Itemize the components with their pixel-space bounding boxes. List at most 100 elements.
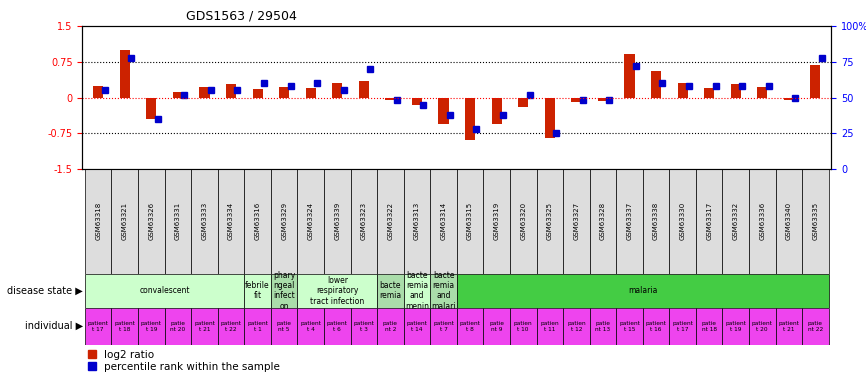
Bar <box>598 98 608 101</box>
FancyBboxPatch shape <box>590 308 617 345</box>
Bar <box>545 98 555 138</box>
Text: GSM63327: GSM63327 <box>573 202 579 240</box>
Text: GSM63325: GSM63325 <box>546 202 553 240</box>
Bar <box>146 98 157 119</box>
FancyBboxPatch shape <box>404 308 430 345</box>
FancyBboxPatch shape <box>404 274 430 308</box>
Text: convalescent: convalescent <box>139 286 190 295</box>
Text: patient
t 4: patient t 4 <box>301 321 321 332</box>
Text: patient
t 18: patient t 18 <box>114 321 135 332</box>
Text: bacte
remia: bacte remia <box>379 281 402 300</box>
Bar <box>651 71 661 98</box>
Text: patie
nt 2: patie nt 2 <box>383 321 397 332</box>
Text: GSM63314: GSM63314 <box>441 202 447 240</box>
Text: patient
t 17: patient t 17 <box>672 321 693 332</box>
Text: GSM63320: GSM63320 <box>520 202 527 240</box>
FancyBboxPatch shape <box>483 169 510 274</box>
Text: GSM63339: GSM63339 <box>334 202 340 240</box>
Bar <box>518 98 528 107</box>
Text: patient
t 20: patient t 20 <box>752 321 772 332</box>
Text: GSM63331: GSM63331 <box>175 202 181 240</box>
FancyBboxPatch shape <box>776 169 802 274</box>
Text: patient
t 16: patient t 16 <box>646 321 667 332</box>
FancyBboxPatch shape <box>510 169 537 274</box>
FancyBboxPatch shape <box>617 169 643 274</box>
FancyBboxPatch shape <box>430 274 457 308</box>
Text: GSM63322: GSM63322 <box>387 202 393 240</box>
Text: GSM63317: GSM63317 <box>706 202 712 240</box>
Text: patien
t 12: patien t 12 <box>567 321 585 332</box>
FancyBboxPatch shape <box>138 169 165 274</box>
Text: patie
nt 13: patie nt 13 <box>595 321 611 332</box>
Text: phary
ngeal
infect
on: phary ngeal infect on <box>273 270 295 311</box>
FancyBboxPatch shape <box>643 169 669 274</box>
Text: GSM63328: GSM63328 <box>600 202 606 240</box>
FancyBboxPatch shape <box>377 274 404 308</box>
Text: GSM63326: GSM63326 <box>148 202 154 240</box>
FancyBboxPatch shape <box>85 308 112 345</box>
FancyBboxPatch shape <box>430 308 457 345</box>
Bar <box>677 83 688 98</box>
Text: GSM63324: GSM63324 <box>307 202 313 240</box>
Bar <box>624 54 635 98</box>
FancyBboxPatch shape <box>191 169 217 274</box>
Text: GSM63329: GSM63329 <box>281 202 288 240</box>
FancyBboxPatch shape <box>802 169 829 274</box>
FancyBboxPatch shape <box>377 169 404 274</box>
Bar <box>704 88 714 98</box>
FancyBboxPatch shape <box>457 308 483 345</box>
Text: GSM63333: GSM63333 <box>202 202 208 240</box>
Text: individual ▶: individual ▶ <box>24 321 83 331</box>
FancyBboxPatch shape <box>271 274 297 308</box>
Bar <box>757 87 767 98</box>
FancyBboxPatch shape <box>351 308 377 345</box>
FancyBboxPatch shape <box>165 308 191 345</box>
FancyBboxPatch shape <box>563 169 590 274</box>
Text: patient
t 14: patient t 14 <box>406 321 428 332</box>
Text: patient
t 21: patient t 21 <box>779 321 799 332</box>
Bar <box>385 98 396 100</box>
FancyBboxPatch shape <box>85 274 244 308</box>
FancyBboxPatch shape <box>643 308 669 345</box>
Bar <box>731 84 740 98</box>
FancyBboxPatch shape <box>165 169 191 274</box>
FancyBboxPatch shape <box>297 169 324 274</box>
FancyBboxPatch shape <box>271 169 297 274</box>
Text: patient
t 22: patient t 22 <box>221 321 242 332</box>
FancyBboxPatch shape <box>377 308 404 345</box>
Text: patient
t 21: patient t 21 <box>194 321 215 332</box>
Bar <box>359 81 369 98</box>
Text: GSM63318: GSM63318 <box>95 202 101 240</box>
Bar <box>279 87 289 98</box>
Bar <box>306 88 316 98</box>
FancyBboxPatch shape <box>722 308 749 345</box>
Text: patie
nt 9: patie nt 9 <box>489 321 504 332</box>
Bar <box>438 98 449 124</box>
Text: GSM63336: GSM63336 <box>759 202 766 240</box>
FancyBboxPatch shape <box>217 308 244 345</box>
FancyBboxPatch shape <box>749 169 776 274</box>
Text: GDS1563 / 29504: GDS1563 / 29504 <box>186 9 297 22</box>
Bar <box>412 98 422 105</box>
Text: patient
t 7: patient t 7 <box>433 321 454 332</box>
Text: patie
nt 22: patie nt 22 <box>808 321 823 332</box>
FancyBboxPatch shape <box>244 169 271 274</box>
Text: patie
nt 18: patie nt 18 <box>701 321 717 332</box>
Text: patie
nt 5: patie nt 5 <box>276 321 292 332</box>
Bar <box>811 65 820 98</box>
FancyBboxPatch shape <box>297 274 377 308</box>
FancyBboxPatch shape <box>537 308 563 345</box>
Text: GSM63316: GSM63316 <box>255 202 261 240</box>
Text: febrile
fit: febrile fit <box>245 281 270 300</box>
Bar <box>572 98 581 102</box>
FancyBboxPatch shape <box>537 169 563 274</box>
Bar <box>94 86 103 98</box>
Text: GSM63340: GSM63340 <box>785 202 792 240</box>
FancyBboxPatch shape <box>430 169 457 274</box>
Text: GSM63330: GSM63330 <box>680 202 686 240</box>
FancyBboxPatch shape <box>191 308 217 345</box>
Bar <box>465 98 475 140</box>
Text: GSM63332: GSM63332 <box>733 202 739 240</box>
Text: patient
t 1: patient t 1 <box>247 321 268 332</box>
Text: disease state ▶: disease state ▶ <box>7 286 83 296</box>
